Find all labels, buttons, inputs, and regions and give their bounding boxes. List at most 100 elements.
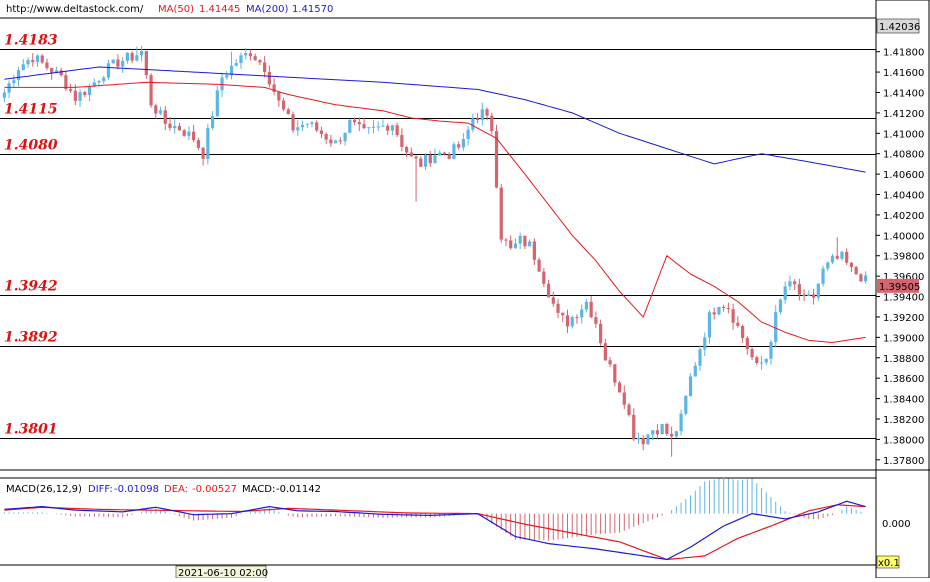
candle	[490, 112, 494, 135]
y-tick-label: 1.39600	[883, 272, 924, 283]
y-tick-label: 1.41200	[883, 109, 924, 120]
macd-zero-label: 0.000	[882, 519, 911, 530]
candle	[248, 49, 253, 61]
candle	[215, 86, 219, 118]
candle	[352, 117, 357, 126]
y-tick-label: 1.40400	[883, 191, 924, 202]
candle	[97, 79, 101, 86]
candle	[594, 311, 598, 328]
current-price-tag-text: 1.39505	[879, 282, 920, 293]
candle	[788, 275, 792, 291]
candle	[196, 137, 200, 151]
candle	[475, 113, 480, 124]
candle	[234, 59, 238, 67]
candle	[840, 250, 844, 261]
candle	[821, 265, 825, 287]
candle	[679, 409, 683, 436]
y-tick-label: 1.39400	[883, 293, 924, 304]
candle	[69, 83, 73, 93]
candle	[826, 261, 830, 272]
y-tick-label: 1.38600	[883, 374, 924, 385]
candle	[334, 139, 338, 144]
candle	[371, 119, 376, 134]
level-label: 1.3892	[4, 330, 58, 346]
top-price-tag	[876, 18, 920, 34]
candle	[457, 141, 461, 150]
macd-diff-line	[4, 500, 866, 561]
candle	[726, 302, 730, 314]
candle	[632, 408, 636, 442]
candle	[7, 80, 11, 98]
candle	[636, 432, 641, 444]
candle	[854, 265, 858, 275]
candle	[324, 132, 328, 144]
candle	[565, 309, 570, 334]
candle	[310, 121, 314, 128]
candle	[83, 90, 87, 98]
candle	[409, 147, 413, 157]
candle	[698, 345, 702, 371]
candle	[532, 238, 536, 265]
candle	[651, 430, 655, 440]
candle	[575, 314, 579, 324]
candle	[665, 422, 669, 436]
macd-macd-label: MACD:	[242, 484, 275, 495]
candle	[793, 279, 797, 290]
candle	[423, 153, 428, 171]
candle	[627, 402, 631, 417]
candle	[258, 59, 262, 66]
candle	[717, 306, 721, 316]
macd-label: MACD(26,12,9)	[6, 484, 82, 495]
current-price-tag	[877, 278, 919, 293]
level-label: 1.4115	[4, 102, 58, 118]
timestamp-label: 2021-06-10 02:00	[178, 568, 268, 578]
candle	[45, 58, 49, 71]
macd-dea-line	[4, 504, 866, 561]
ma200-line	[4, 66, 866, 173]
candle	[731, 303, 735, 330]
candle	[603, 338, 607, 361]
candle	[674, 431, 678, 439]
level-label: 1.3942	[4, 279, 58, 295]
candle	[343, 132, 347, 146]
candle	[78, 89, 82, 107]
candle	[187, 126, 191, 141]
candle	[102, 75, 106, 85]
y-tick-label: 1.41400	[883, 88, 924, 99]
candle	[864, 271, 868, 284]
candle	[116, 54, 120, 70]
candle	[599, 319, 603, 346]
candle	[499, 184, 503, 243]
candle	[693, 362, 697, 377]
y-tick-label: 1.41000	[883, 129, 924, 140]
candlesticks	[2, 45, 868, 457]
candle	[348, 119, 352, 134]
candle	[684, 395, 688, 416]
candle	[740, 324, 745, 343]
ma200-label: MA(200)	[246, 4, 288, 15]
candle	[296, 120, 300, 137]
y-tick-label: 1.40200	[883, 211, 924, 222]
candle	[797, 278, 801, 301]
candle	[121, 56, 125, 73]
candle	[158, 106, 163, 116]
y-tick-label: 1.39200	[883, 313, 924, 324]
candle	[135, 46, 139, 62]
candle	[845, 248, 849, 266]
candle	[509, 235, 513, 250]
candle	[31, 53, 35, 67]
candle	[670, 426, 674, 457]
candle	[835, 237, 839, 260]
candle	[35, 54, 40, 67]
candle	[263, 55, 267, 78]
level-label: 1.4080	[4, 138, 58, 154]
candle	[542, 268, 546, 287]
candle	[319, 126, 324, 139]
candle	[329, 134, 333, 147]
candle	[395, 122, 399, 138]
y-tick-label: 1.37800	[883, 456, 924, 467]
candle	[849, 262, 854, 272]
candle	[182, 128, 186, 137]
candle	[759, 355, 764, 370]
candle	[518, 232, 522, 249]
